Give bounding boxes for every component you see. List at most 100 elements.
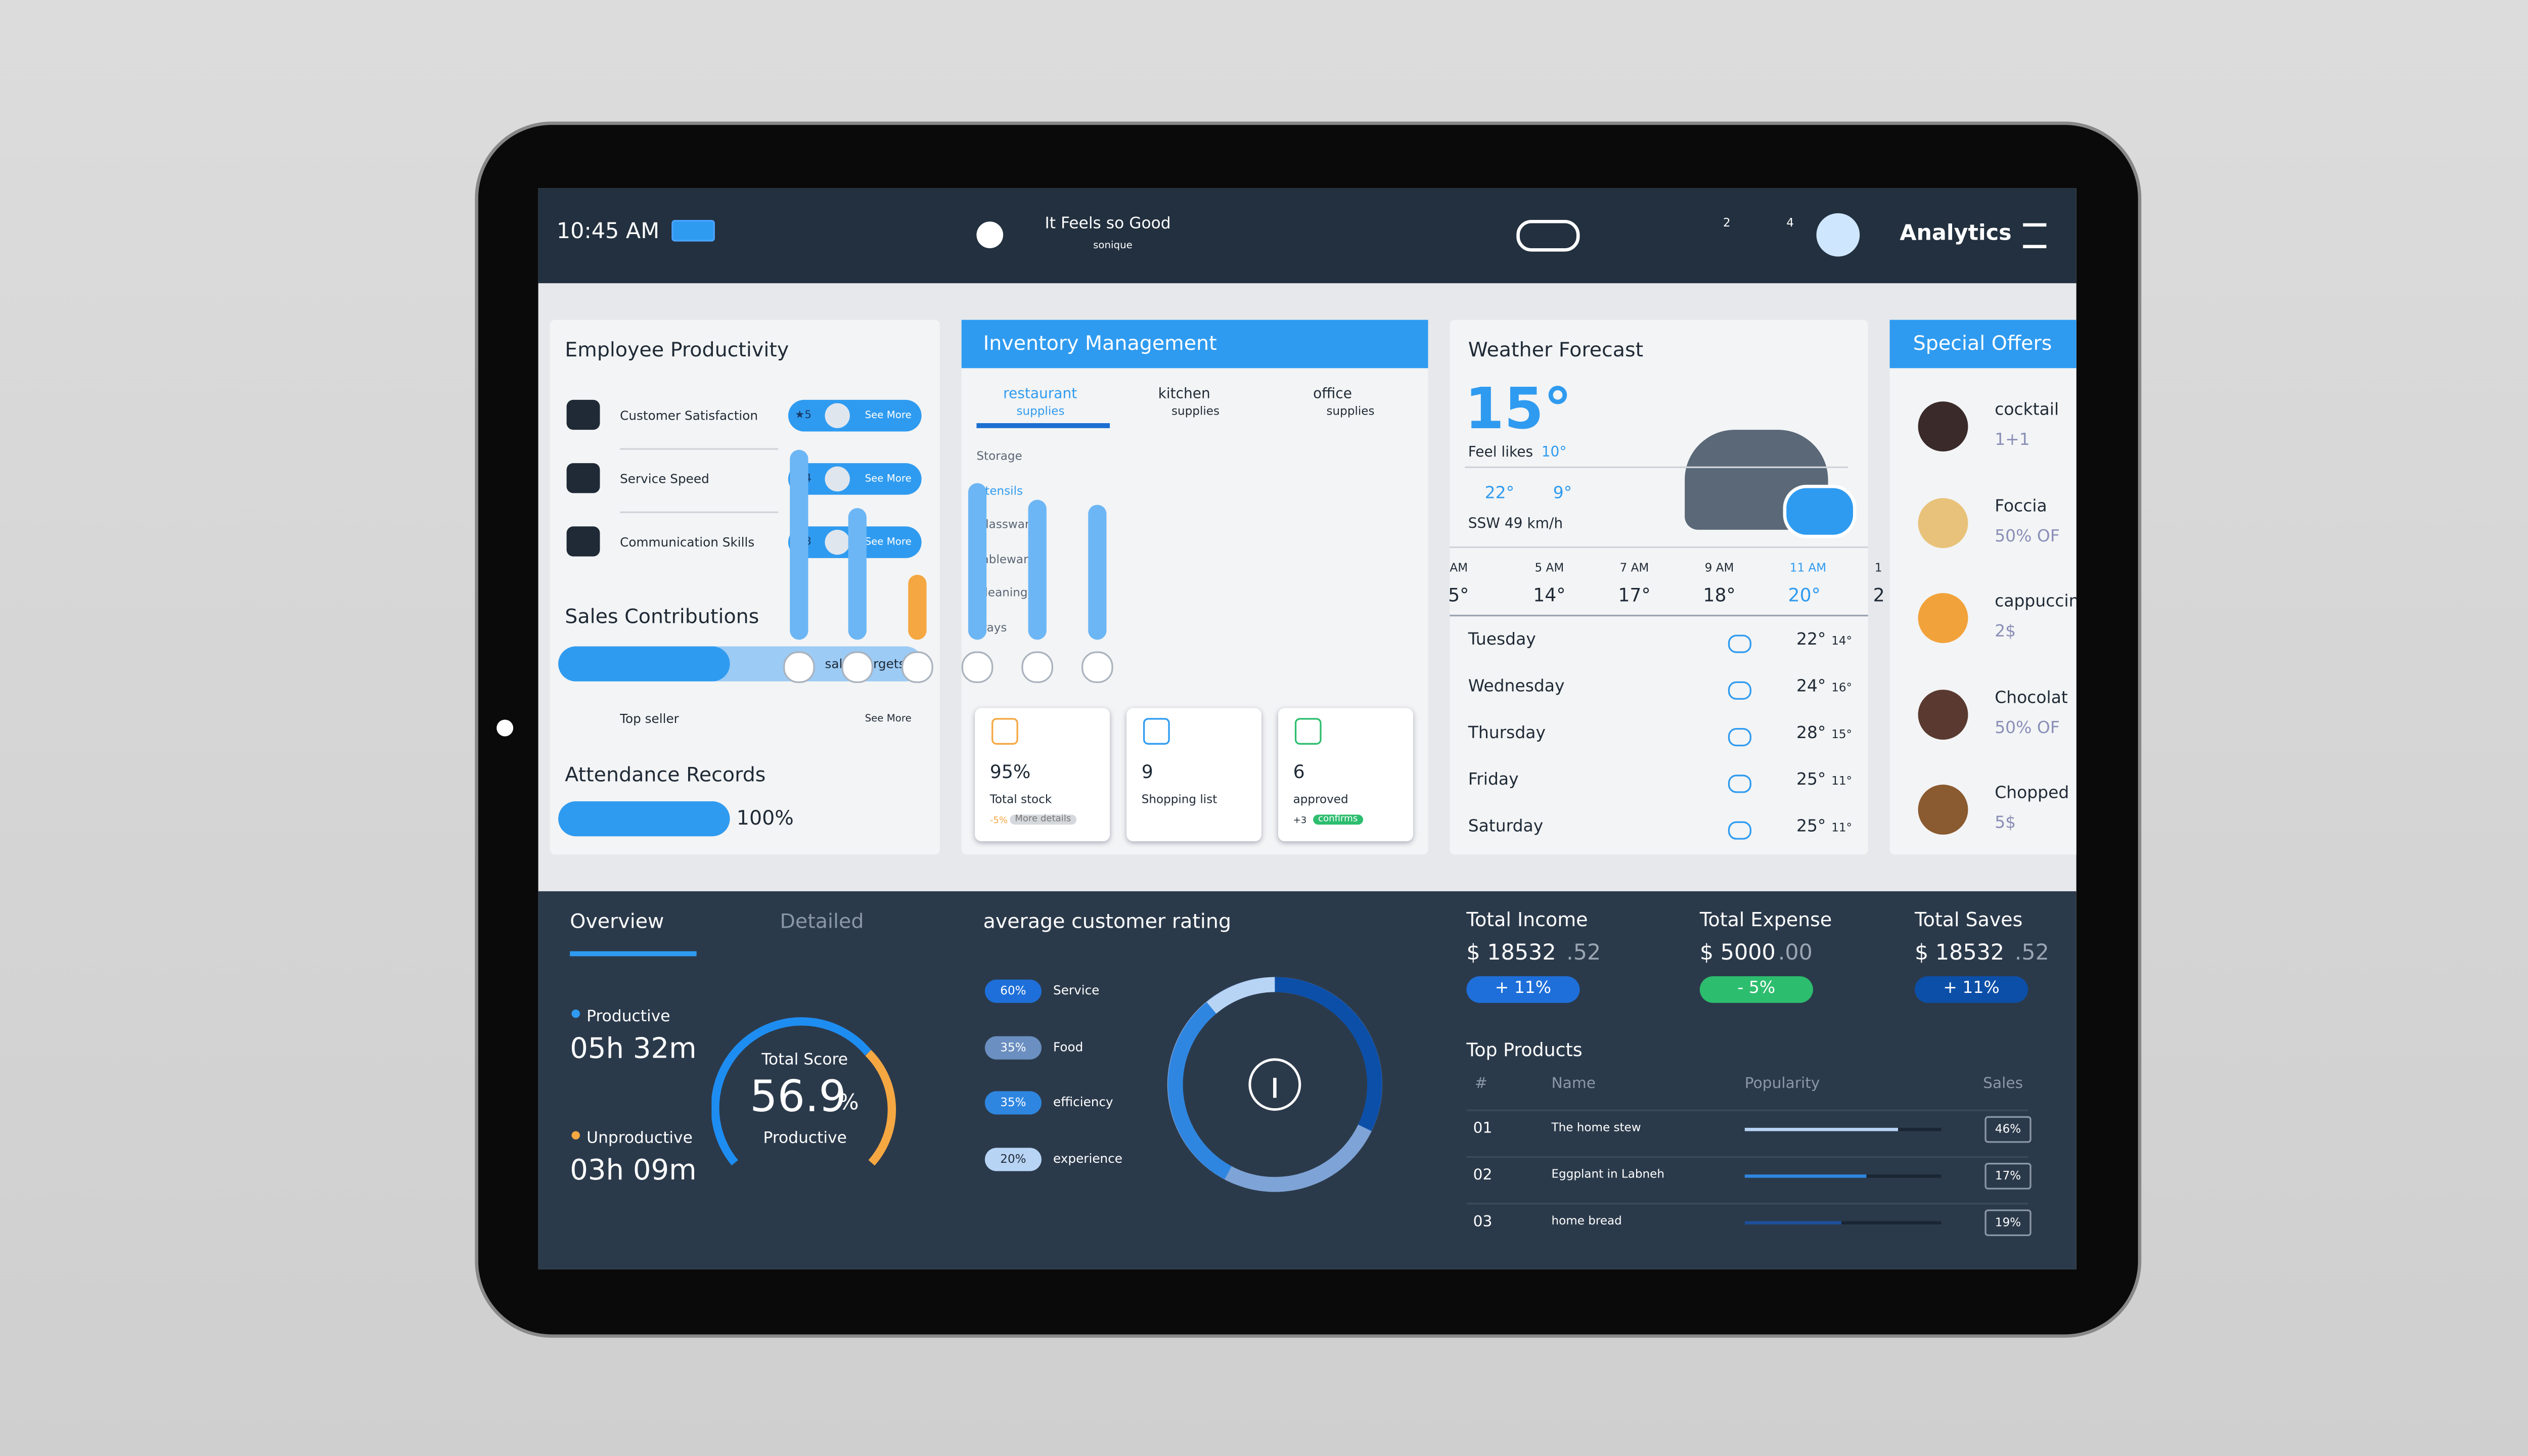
stat-label: Total stock bbox=[989, 793, 1052, 806]
avatar bbox=[825, 466, 850, 492]
bottom-panel bbox=[538, 891, 2076, 1269]
day-low: 15° bbox=[1831, 728, 1853, 742]
menu-icon[interactable] bbox=[2023, 223, 2047, 248]
hour: 9 AM bbox=[1704, 561, 1734, 575]
sales-badge: 17% bbox=[1984, 1163, 2032, 1190]
hour-temp: 17° bbox=[1618, 584, 1651, 607]
stat-tag[interactable]: confirms bbox=[1313, 814, 1363, 825]
see-more[interactable]: See More bbox=[865, 410, 912, 422]
tab[interactable]: Detailed bbox=[780, 909, 864, 933]
day: Thursday bbox=[1468, 724, 1546, 743]
stat-label: Shopping list bbox=[1141, 793, 1217, 806]
label: Productive bbox=[586, 1008, 670, 1026]
info-icon bbox=[1248, 1058, 1301, 1111]
stat-icon bbox=[1143, 718, 1170, 745]
bulb-count: 4 bbox=[1786, 216, 1794, 230]
divider bbox=[1450, 614, 1868, 617]
divider bbox=[1465, 466, 1848, 468]
offer-price: 1+1 bbox=[1995, 431, 2030, 450]
bar bbox=[968, 483, 987, 640]
product-name: home bread bbox=[1551, 1214, 1622, 1228]
bar bbox=[1088, 505, 1107, 640]
change-badge: + 11% bbox=[1466, 976, 1580, 1003]
section-title: Attendance Records bbox=[565, 763, 766, 787]
pill[interactable] bbox=[788, 463, 922, 495]
feel-value: 10° bbox=[1541, 444, 1567, 462]
day-low: 14° bbox=[1831, 634, 1853, 648]
offer-image bbox=[1918, 593, 1968, 643]
pill[interactable] bbox=[788, 399, 922, 432]
tab-sub[interactable]: supplies bbox=[1326, 404, 1375, 419]
section-title: average customer rating bbox=[983, 909, 1232, 933]
icon bbox=[566, 399, 600, 430]
bar bbox=[1028, 499, 1047, 640]
offer-name: Chopped bbox=[1995, 785, 2069, 803]
change-badge: - 5% bbox=[1699, 976, 1813, 1003]
dot bbox=[571, 1009, 580, 1018]
rating-badge: 35% bbox=[984, 1035, 1042, 1059]
total-label: Total Income bbox=[1466, 907, 1588, 932]
bar-icon bbox=[1021, 651, 1054, 684]
tab-sub[interactable]: supplies bbox=[1016, 404, 1065, 419]
offer-name: Chocolat bbox=[1995, 689, 2068, 707]
divider bbox=[1466, 1203, 2028, 1205]
popularity-track bbox=[1744, 1221, 1942, 1224]
table-header: # bbox=[1474, 1076, 1487, 1093]
weather-card bbox=[1450, 320, 1868, 855]
tab[interactable]: Overview bbox=[570, 909, 664, 933]
stat-tag[interactable]: More details bbox=[1010, 814, 1076, 825]
rating-label: efficiency bbox=[1053, 1094, 1113, 1110]
bar-icon bbox=[901, 651, 933, 684]
total-label: Total Expense bbox=[1699, 907, 1832, 932]
rating-label: experience bbox=[1053, 1150, 1123, 1165]
tab-underline bbox=[570, 951, 697, 957]
avatar bbox=[1816, 213, 1860, 257]
battery bbox=[671, 219, 715, 242]
offers-card bbox=[1889, 320, 2076, 855]
tab-sub[interactable]: supplies bbox=[1171, 404, 1220, 419]
divider bbox=[620, 448, 779, 450]
hour-temp: 14° bbox=[1533, 584, 1566, 607]
bar-icon bbox=[961, 651, 994, 684]
display: 10:45 AM It Feels so Good sonique 2 4 An… bbox=[538, 188, 2076, 1269]
cloud-small bbox=[1783, 484, 1857, 538]
sales-badge: 19% bbox=[1984, 1209, 2032, 1237]
rating-badge: 35% bbox=[984, 1091, 1042, 1115]
popularity-fill bbox=[1744, 1174, 1867, 1178]
divider bbox=[620, 511, 779, 513]
stat-card bbox=[1126, 708, 1261, 842]
tab[interactable]: restaurant bbox=[1003, 386, 1077, 403]
stars: ★5 bbox=[795, 408, 812, 422]
popularity-fill bbox=[1744, 1127, 1899, 1131]
score-label: Total Score bbox=[761, 1051, 848, 1070]
see-more[interactable]: See More bbox=[865, 713, 912, 725]
rating-badge: 20% bbox=[984, 1147, 1042, 1170]
stat-icon bbox=[991, 718, 1018, 745]
item-label: Service Speed bbox=[620, 471, 709, 487]
rank: 01 bbox=[1473, 1121, 1493, 1138]
row-label: Storage bbox=[976, 449, 1022, 464]
day-high: 25° bbox=[1796, 817, 1826, 837]
card-header bbox=[961, 320, 1428, 369]
time-value: 03h 09m bbox=[570, 1154, 697, 1188]
day: Saturday bbox=[1468, 817, 1544, 837]
item-label: Customer Satisfaction bbox=[620, 408, 758, 423]
stat-label: approved bbox=[1293, 793, 1348, 806]
avatar bbox=[825, 403, 850, 428]
see-more[interactable]: See More bbox=[865, 473, 912, 485]
donut-segment bbox=[1206, 977, 1275, 1014]
total-amount: $ 5000 bbox=[1699, 941, 1776, 967]
high: 22° bbox=[1484, 484, 1515, 504]
total-cents: .52 bbox=[1566, 941, 1601, 967]
bell-count: 2 bbox=[1723, 216, 1731, 230]
tab[interactable]: office bbox=[1313, 386, 1352, 403]
day-icon bbox=[1728, 728, 1751, 747]
top-seller: Top seller bbox=[620, 711, 679, 726]
day-high: 28° bbox=[1796, 724, 1826, 743]
see-more[interactable]: See More bbox=[865, 536, 912, 549]
stat-delta: +3 bbox=[1293, 816, 1307, 827]
tab[interactable]: kitchen bbox=[1158, 386, 1210, 403]
day-high: 25° bbox=[1796, 771, 1826, 790]
day: Friday bbox=[1468, 771, 1519, 790]
